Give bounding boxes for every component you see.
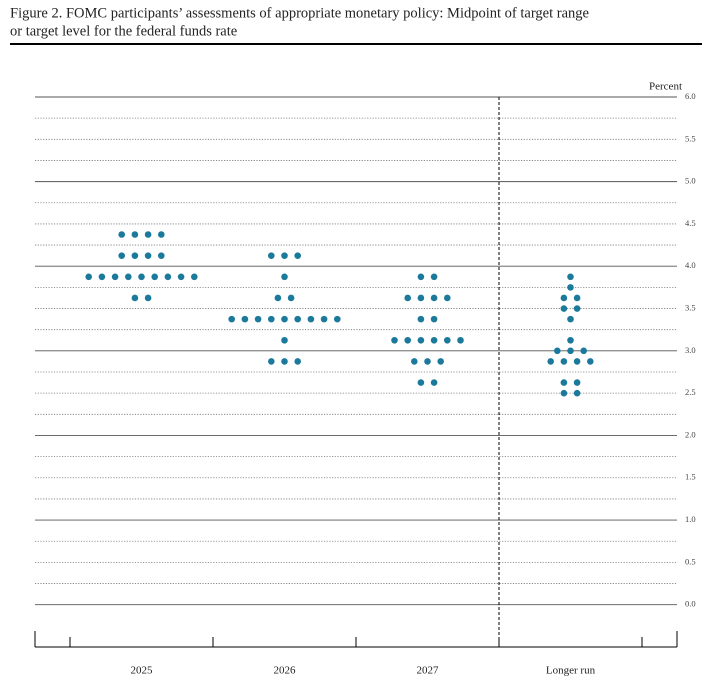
dot (573, 379, 581, 386)
dot (144, 252, 152, 259)
y-tick-label: 4.5 (685, 218, 696, 228)
dot (131, 231, 139, 238)
dot (111, 273, 119, 281)
dot (573, 294, 581, 302)
dot (567, 284, 574, 291)
dot (560, 379, 568, 386)
dot (144, 294, 152, 302)
dot (125, 273, 132, 281)
dot (430, 336, 438, 344)
dot (191, 273, 198, 281)
dot (573, 305, 581, 312)
dot (560, 358, 568, 365)
dot (158, 252, 165, 259)
x-tick-label: 2027 (417, 665, 440, 677)
dot (98, 273, 106, 281)
x-tick-label: Longer run (546, 665, 596, 677)
dot (417, 336, 425, 344)
dot (294, 252, 302, 259)
dot (560, 294, 568, 302)
y-axis-label: Percent (649, 81, 682, 93)
dot (287, 294, 295, 302)
dot (430, 315, 438, 323)
dot (430, 379, 438, 386)
dot (430, 294, 438, 302)
y-tick-label: 2.0 (685, 429, 696, 439)
dot (254, 315, 262, 323)
y-tick-label: 2.5 (685, 387, 696, 397)
dot (587, 358, 594, 365)
dot (424, 358, 431, 365)
dot (417, 294, 425, 302)
dot (281, 273, 288, 281)
dot (411, 358, 418, 365)
dot (560, 389, 568, 397)
dot (294, 358, 302, 365)
dot (417, 315, 425, 323)
dot (144, 231, 152, 238)
dot (554, 347, 561, 355)
dot (138, 273, 145, 281)
x-tick-label: 2025 (131, 665, 154, 677)
y-tick-label: 5.5 (685, 133, 696, 143)
dot (444, 294, 451, 302)
y-tick-label: 1.5 (685, 472, 696, 482)
dot (281, 336, 288, 344)
dot (457, 336, 464, 344)
dot (567, 336, 574, 344)
x-tick-label: 2026 (274, 665, 297, 677)
dot (307, 315, 315, 323)
dot (560, 305, 568, 312)
y-tick-label: 6.0 (685, 91, 696, 101)
dot (573, 358, 581, 365)
dot (391, 336, 398, 344)
dot (567, 273, 574, 281)
dot (268, 358, 275, 365)
y-tick-label: 0.5 (685, 556, 696, 566)
dot (320, 315, 328, 323)
dot (268, 252, 275, 259)
dot (567, 347, 574, 355)
dot (85, 273, 92, 281)
chart-title-line: Figure 2. FOMC participants’ assessments… (10, 5, 589, 21)
dot (241, 315, 249, 323)
dot (430, 273, 438, 281)
dot (437, 358, 445, 365)
dot (118, 231, 125, 238)
dot (444, 336, 451, 344)
dot (547, 358, 554, 365)
dot (334, 315, 341, 323)
dot (274, 294, 282, 302)
dot (417, 379, 425, 386)
dot (151, 273, 158, 281)
dot (404, 336, 412, 344)
dot (281, 315, 288, 323)
dot (177, 273, 185, 281)
dot (567, 315, 574, 323)
dot (131, 252, 139, 259)
dot (228, 315, 235, 323)
dot (417, 273, 425, 281)
dot (118, 252, 125, 259)
y-tick-label: 5.0 (685, 176, 696, 186)
chart-title-line: or target level for the federal funds ra… (10, 23, 237, 39)
y-tick-label: 3.0 (685, 345, 696, 355)
y-tick-label: 0.0 (685, 599, 696, 609)
y-tick-label: 1.0 (685, 514, 696, 524)
y-tick-label: 4.0 (685, 260, 696, 270)
dot (158, 231, 165, 238)
dot (404, 294, 412, 302)
dot (580, 347, 587, 355)
dot (164, 273, 172, 281)
dot (294, 315, 302, 323)
dot (573, 389, 581, 397)
y-tick-label: 3.5 (685, 302, 696, 312)
dot (268, 315, 275, 323)
dot (281, 358, 288, 365)
dot (281, 252, 288, 259)
dot (131, 294, 139, 302)
